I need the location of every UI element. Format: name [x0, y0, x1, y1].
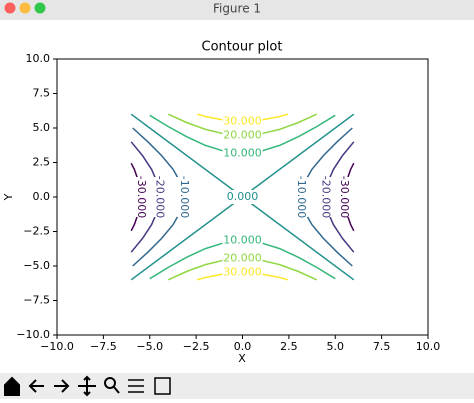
x-tick-label: 7.5 [373, 340, 391, 353]
y-tick-label: −5.0 [23, 259, 50, 272]
contour-label: 10.000 [223, 234, 262, 247]
contour-label: -10.000 [178, 176, 191, 218]
contour-label-bg [222, 114, 263, 129]
contour-label-bg [176, 177, 191, 217]
x-tick-label: 5.0 [327, 340, 345, 353]
contour-label: -10.000 [295, 176, 308, 218]
x-tick-label: −10.0 [40, 340, 74, 353]
zoom-tool-button[interactable] [104, 377, 120, 394]
contour-label: 30.000 [223, 266, 262, 279]
x-tick-label: −5.0 [136, 340, 163, 353]
contour-label: 10.000 [223, 146, 262, 159]
y-tick-label: 5.0 [33, 121, 51, 134]
contour-label-bg [337, 177, 352, 217]
title-bar [0, 0, 474, 20]
zoom-button[interactable] [34, 2, 46, 14]
contour-label-bg [222, 128, 263, 143]
contour-label-bg [318, 177, 333, 217]
contour-label: -30.000 [338, 176, 351, 218]
contour-label-bg [222, 190, 263, 204]
x-tick-label: 2.5 [280, 340, 298, 353]
y-tick-label: 10.0 [26, 52, 51, 65]
close-button[interactable] [4, 2, 16, 14]
contour-label: 30.000 [223, 114, 262, 127]
y-tick-label: −7.5 [23, 294, 50, 307]
home-button[interactable] [4, 376, 20, 396]
chart-title: Contour plot [202, 40, 283, 55]
contour-label-bg [222, 265, 263, 280]
window-title: Figure 1 [213, 2, 261, 16]
x-tick-label: 0.0 [234, 340, 252, 353]
configure-button[interactable] [128, 379, 144, 393]
x-tick-label: −7.5 [90, 340, 117, 353]
contour-label: 20.000 [223, 252, 262, 265]
contour-label: -20.000 [154, 176, 167, 218]
toolbar-icons [4, 375, 171, 397]
contour-label-bg [152, 177, 167, 217]
y-tick-label: 7.5 [33, 87, 51, 100]
toolbar [0, 373, 474, 399]
contour-label-bg [222, 233, 263, 248]
contour-label-bg [222, 251, 263, 266]
y-tick-label: 0.0 [33, 190, 51, 203]
contour-label: 0.000 [227, 190, 259, 203]
contour-label: 20.000 [223, 128, 262, 141]
y-axis-label: Y [2, 193, 15, 201]
save-button[interactable] [154, 377, 171, 395]
pan-button[interactable] [78, 375, 96, 397]
contour-label: -30.000 [135, 176, 148, 218]
y-tick-label: 2.5 [33, 156, 51, 169]
contour-label-bg [294, 177, 309, 217]
y-tick-label: −10.0 [16, 328, 50, 341]
contour-label-bg [133, 177, 148, 217]
contour-label: -20.000 [319, 176, 332, 218]
x-tick-label: −2.5 [183, 340, 210, 353]
forward-button[interactable] [54, 379, 70, 393]
back-button[interactable] [28, 379, 44, 393]
contour-label-bg [222, 146, 263, 161]
x-tick-label: 10.0 [416, 340, 441, 353]
x-axis-label: X [238, 352, 246, 365]
minimize-button[interactable] [19, 2, 31, 14]
y-tick-label: −2.5 [23, 225, 50, 238]
